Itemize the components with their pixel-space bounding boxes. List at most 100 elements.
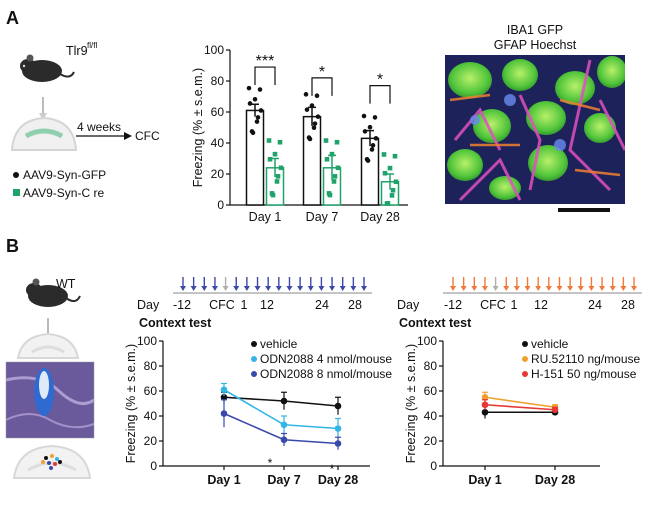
data-point [372,115,378,120]
x-tick-label: Day 28 [360,210,400,224]
data-point [385,201,391,206]
y-tick-label: 20 [144,434,158,448]
timeline-label: 4 weeks [77,120,121,134]
panel-b-label: B [6,236,19,256]
data-point [254,119,260,124]
injection-arrowhead [254,286,261,291]
timeline-tick-label: CFC [209,298,235,312]
y-tick-label: 40 [424,409,438,423]
injection-arrowhead [233,286,240,291]
injection-arrowhead [297,286,304,291]
injection-arrowhead [567,286,574,291]
mouse-wt-icon [26,278,81,307]
data-point [335,165,341,171]
injection-arrowhead [361,286,367,291]
data-point [220,410,228,417]
injection-arrowhead [492,286,499,291]
histology-image [5,361,95,439]
y-tick-label: 100 [417,334,437,348]
y-tick-label: 100 [137,334,157,348]
injection-arrowhead [577,286,584,291]
timeline-tick-label: 12 [534,298,548,312]
data-point [334,402,342,410]
image-title-line2: GFAP Hoechst [494,38,577,52]
injection-arrowhead [535,286,542,291]
y-axis-label: Freezing (% ± s.e.m.) [124,344,138,463]
injection-arrowhead [286,286,293,291]
significance-stars: * [377,72,383,89]
legend-marker [251,356,257,362]
injection-arrowhead [222,286,229,291]
legend-marker [251,371,257,377]
injection-timeline-right: Day -12 CFC 1 12 24 28 Context test [397,277,642,330]
bar [360,137,380,206]
data-point [387,165,393,171]
data-point [481,408,489,416]
data-point [220,393,228,401]
cannula-placement-icon [12,444,92,479]
injection-timeline-left: Day -12 CFC 1 12 24 28 Context test [137,277,372,330]
data-point [258,108,264,113]
timeline-tick-label: 28 [348,298,362,312]
legend-label: RU.52110 ng/mouse [531,352,641,366]
y-tick-label: 100 [204,43,224,57]
x-tick-label: Day 28 [318,473,358,487]
data-point [255,115,261,120]
injection-arrowhead [503,286,510,291]
y-tick-label: 60 [144,384,158,398]
legend-marker [522,341,528,347]
data-point [332,174,338,179]
legend-label: H-151 50 ng/mouse [531,367,637,381]
injection-arrowhead [545,286,552,291]
data-point [327,192,333,198]
data-point [369,147,375,152]
context-test-label: Context test [139,316,212,330]
timeline-day-label: Day [137,298,160,312]
timeline-tick-label: -12 [444,298,462,312]
data-point [334,425,342,432]
y-axis-label: Freezing (% ± s.e.m.) [191,68,205,187]
y-tick-label: 0 [430,459,437,473]
injection-arrowhead [190,286,197,291]
injection-arrowhead [318,286,325,291]
data-point [311,125,317,131]
significance-bracket [311,77,333,96]
injection-arrowhead [556,286,563,291]
data-point [280,436,288,444]
data-point [324,156,330,162]
injection-arrowhead [180,286,186,291]
data-point [303,92,309,97]
data-point [266,138,272,143]
legend-label: ODN2088 8 nmol/mouse [260,367,392,381]
injection-arrowhead [620,286,627,291]
y-tick-label: 0 [150,459,157,473]
legend-label-cre: AAV9-Syn-C re [23,186,104,200]
injection-arrowhead [275,286,282,291]
y-tick-label: 80 [424,359,438,373]
y-tick-label: 40 [144,409,158,423]
data-point [280,421,288,429]
y-axis-label: Freezing (% ± s.e.m.) [404,344,418,463]
image-title-line1: IBA1 GFP [507,23,563,37]
data-point [246,85,252,91]
timeline-tick-label: 12 [260,298,274,312]
timeline-arrowhead [124,132,132,140]
y-tick-label: 60 [424,384,438,398]
mouse-icon [20,54,75,82]
data-point [309,103,315,108]
data-point [331,179,337,184]
data-point [257,87,263,92]
test-label: CFC [135,129,160,143]
injection-arrowhead [211,286,218,291]
injection-arrowhead [350,286,357,291]
injection-arrowhead [329,286,336,291]
data-point [250,130,256,136]
injection-arrowhead [243,286,250,291]
significance-star: * [268,456,273,470]
data-point [272,151,278,157]
data-point [312,121,318,126]
panel-a-label: A [6,8,19,28]
injection-arrowhead [339,286,346,291]
data-point [270,192,276,198]
